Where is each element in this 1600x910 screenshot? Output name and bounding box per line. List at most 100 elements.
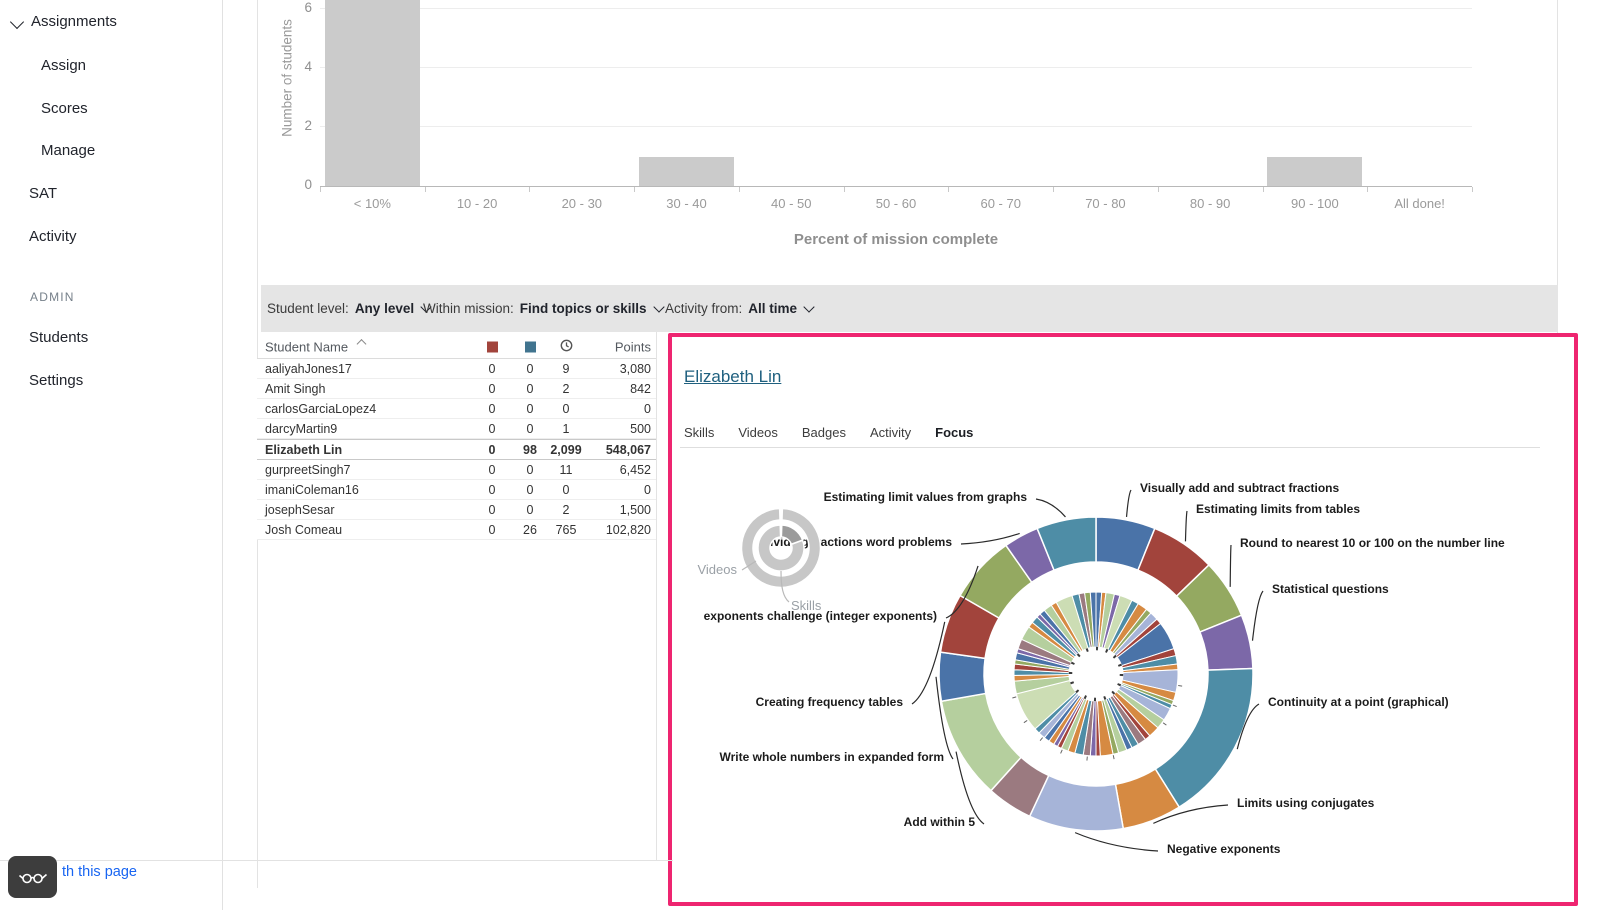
sidebar-item-assign[interactable]: Assign (41, 57, 87, 74)
chevron-down-icon (652, 300, 665, 313)
focus-sunburst-chart: Visually add and subtract fractions Estim… (697, 481, 1505, 856)
time-column-header[interactable] (540, 339, 592, 355)
table-row-Elizabeth Lin[interactable]: Elizabeth Lin 0 98 2,099 548,067 (257, 439, 657, 460)
x-axis-tick-label: 60 - 70 (980, 196, 1021, 211)
student-name-sort-header[interactable]: Student Name (265, 339, 367, 355)
pts-cell: 3,080 (619, 361, 651, 376)
red-cell: 0 (488, 442, 496, 457)
red-cell: 0 (488, 401, 496, 416)
mission-progress-histogram (320, 0, 1473, 192)
blue-square-icon (524, 341, 536, 353)
leader-line (1162, 722, 1167, 726)
x-axis-tick-label: < 10% (353, 196, 391, 211)
legend-ring (757, 524, 805, 572)
sunburst-video-segment[interactable] (1036, 516, 1097, 572)
pts-cell: 0 (644, 401, 651, 416)
name-cell: Elizabeth Lin (265, 442, 343, 457)
leader-line (1012, 696, 1017, 699)
red-cell: 0 (488, 462, 496, 477)
chevron-down-icon[interactable] (9, 14, 25, 30)
time-cell: 2,099 (550, 442, 582, 457)
clock-icon (560, 339, 572, 352)
histogram-x-axis-title: Percent of mission complete (793, 231, 999, 248)
activity-from-filter[interactable]: Activity from: All time (665, 285, 815, 332)
x-axis-tick (738, 187, 740, 192)
leader-line (1153, 804, 1229, 824)
sort-ascending-icon (356, 339, 367, 349)
table-row-aaliyahJones17[interactable]: aaliyahJones17 0 0 9 3,080 (257, 359, 657, 379)
x-axis-tick (320, 187, 321, 192)
help-with-page-link[interactable]: th this page (62, 864, 137, 880)
student-level-filter[interactable]: Student level: Any level (267, 285, 432, 332)
pts-cell: 0 (644, 482, 651, 497)
table-row-gurpreetSingh7[interactable]: gurpreetSingh7 0 0 11 6,452 (257, 460, 657, 480)
x-axis-tick (1157, 187, 1159, 192)
tabs-underline (680, 447, 1540, 448)
table-row-josephSesar[interactable]: josephSesar 0 0 2 1,500 (257, 500, 657, 520)
pts-cell: 500 (630, 421, 651, 436)
x-axis-tick-label: 70 - 80 (1085, 196, 1126, 211)
blue-cell: 26 (523, 522, 537, 537)
filter-bar: Student level: Any level Within mission:… (261, 285, 1558, 332)
pts-cell: 842 (630, 381, 651, 396)
tab-focus[interactable]: Focus (935, 425, 974, 440)
student-name-header-label: Student Name (265, 339, 349, 355)
leader-line (1125, 489, 1132, 517)
sidebar-item-settings[interactable]: Settings (29, 372, 84, 389)
sidebar-item-scores[interactable]: Scores (41, 100, 88, 117)
tab-skills[interactable]: Skills (684, 425, 715, 440)
leader-line (1060, 749, 1063, 754)
sunburst-label: Creating frequency tables (756, 695, 904, 709)
tab-videos[interactable]: Videos (738, 425, 778, 440)
sunburst-video-segment[interactable] (938, 651, 987, 703)
leader-line (1035, 498, 1066, 518)
histogram-bar-30 - 40 (639, 156, 735, 186)
sunburst-label: Limits using conjugates (1237, 796, 1375, 810)
within-mission-filter[interactable]: Within mission: Find topics or skills (423, 285, 665, 332)
sidebar-item-sat[interactable]: SAT (29, 185, 58, 202)
sunburst-label: Estimating limit values from graphs (824, 490, 1028, 504)
student-detail-panel-highlight: Elizabeth Lin Skills Videos Badges Activity… (668, 333, 1578, 906)
tab-badges[interactable]: Badges (801, 425, 846, 440)
pts-cell: 548,067 (605, 442, 651, 457)
student-level-value: Any level (354, 301, 415, 316)
sidebar-item-activity[interactable]: Activity (29, 228, 77, 245)
legend-ring (780, 524, 804, 546)
sunburst-label: Add within 5 (904, 815, 976, 829)
points-column-header[interactable]: Points (614, 339, 651, 355)
x-axis-tick-label: 80 - 90 (1189, 196, 1231, 211)
student-profile-link[interactable]: Elizabeth Lin (684, 367, 782, 386)
table-header-row: Student Name Points (257, 336, 657, 359)
practiced-column-header[interactable] (508, 340, 552, 355)
name-cell: josephSesar (265, 502, 335, 517)
sunburst-label: Round to nearest 10 or 100 on the number… (1240, 536, 1505, 550)
time-cell: 0 (562, 401, 570, 416)
x-axis-tick-label: 40 - 50 (771, 196, 812, 211)
leader-line (741, 560, 757, 571)
sidebar-item-assignments[interactable]: Assignments (31, 13, 117, 30)
x-axis-tick (1262, 187, 1264, 192)
leader-line (960, 532, 1020, 545)
leader-line (1236, 703, 1260, 750)
leader-line (1172, 704, 1177, 708)
sunburst-label: Statistical questions (1272, 582, 1389, 596)
leader-line (1184, 510, 1188, 542)
table-row-carlosGarciaLopez4[interactable]: carlosGarciaLopez4 0 0 0 0 (257, 399, 657, 419)
screen-reader-button[interactable] (8, 856, 57, 898)
x-axis-tick-label: 50 - 60 (875, 196, 917, 211)
red-cell: 0 (488, 482, 496, 497)
gridline (320, 67, 1472, 68)
table-row-Amit Singh[interactable]: Amit Singh 0 0 2 842 (257, 379, 657, 399)
table-row-Josh Comeau[interactable]: Josh Comeau 0 26 765 102,820 (257, 520, 657, 540)
x-axis-tick (1472, 187, 1473, 192)
sidebar-item-manage[interactable]: Manage (41, 142, 96, 159)
leader-line (955, 751, 985, 825)
blue-cell: 0 (526, 361, 534, 376)
tab-activity[interactable]: Activity (869, 425, 912, 440)
table-row-imaniColeman16[interactable]: imaniColeman16 0 0 0 0 (257, 480, 657, 500)
sidebar-item-students[interactable]: Students (29, 329, 89, 346)
time-cell: 2 (562, 381, 570, 396)
sunburst-skill-slice[interactable] (1089, 591, 1097, 648)
struggling-column-header[interactable] (470, 340, 514, 355)
table-row-darcyMartin9[interactable]: darcyMartin9 0 0 1 500 (257, 419, 657, 439)
